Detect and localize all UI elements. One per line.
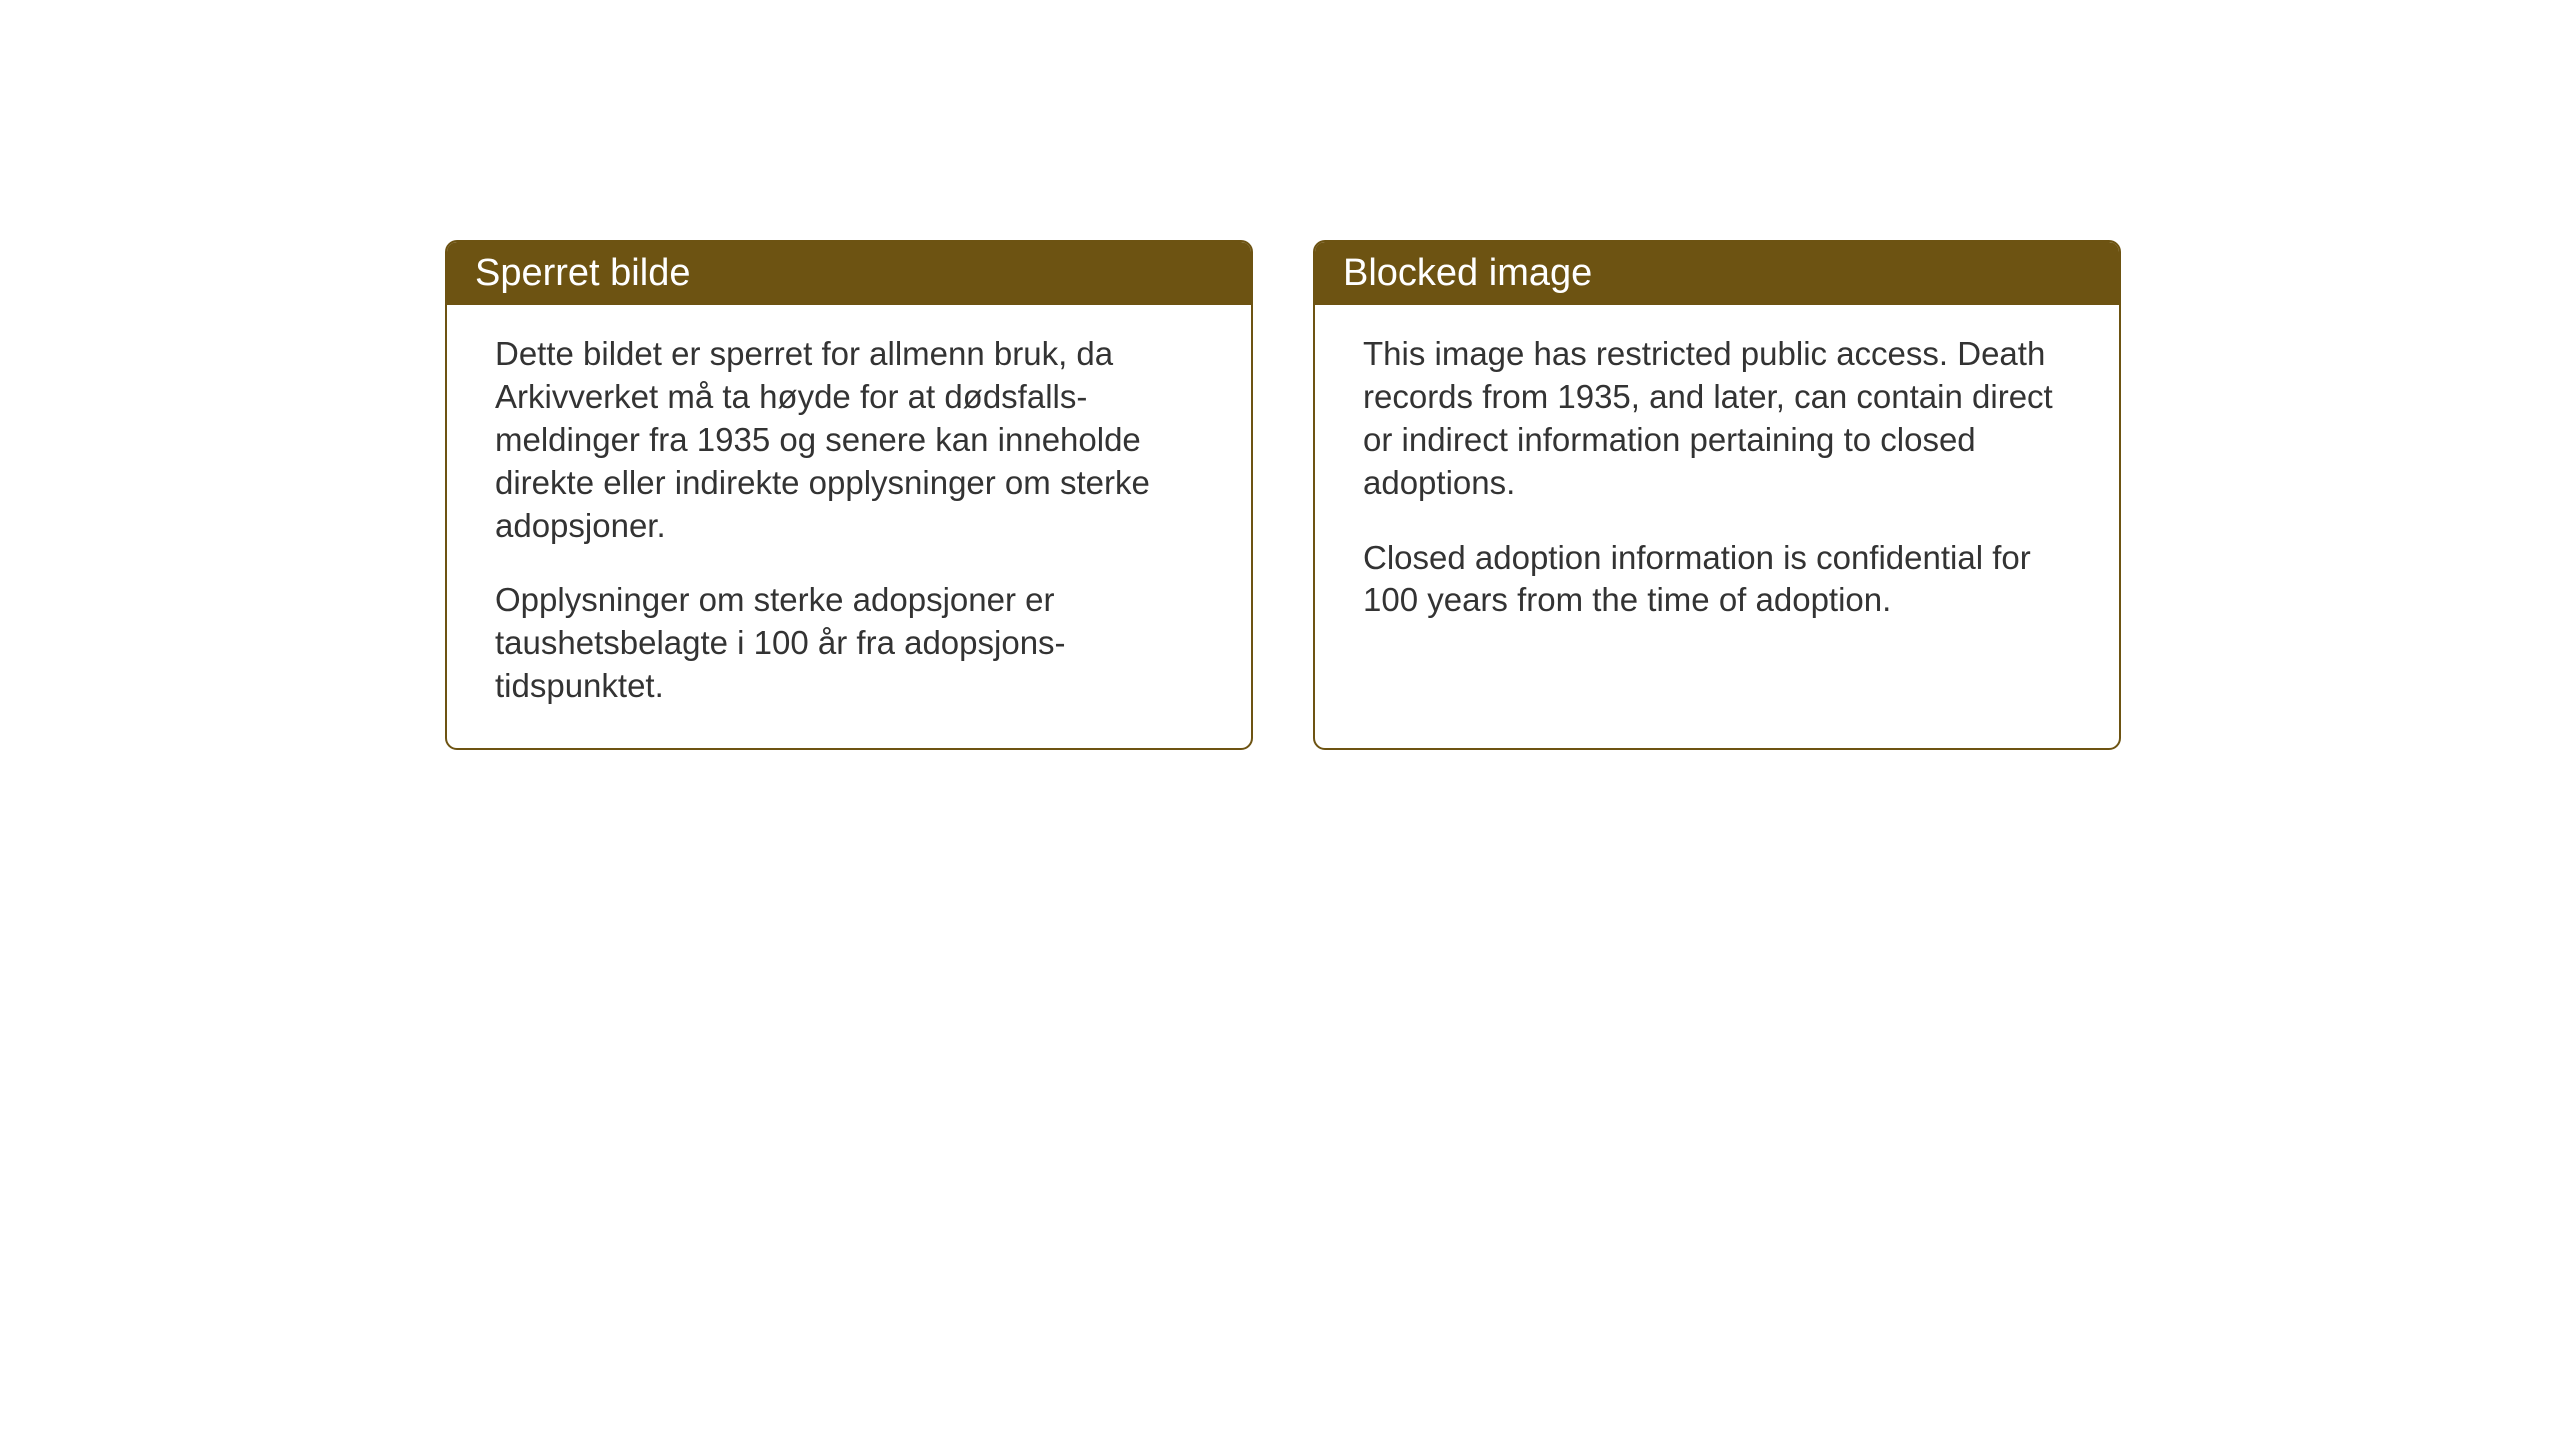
card-title-english: Blocked image xyxy=(1343,252,1592,294)
card-header-norwegian: Sperret bilde xyxy=(447,242,1251,305)
card-paragraph-english-2: Closed adoption information is confident… xyxy=(1363,537,2071,623)
notice-card-english: Blocked image This image has restricted … xyxy=(1313,240,2121,750)
card-title-norwegian: Sperret bilde xyxy=(475,252,690,294)
card-header-english: Blocked image xyxy=(1315,242,2119,305)
notice-card-norwegian: Sperret bilde Dette bildet er sperret fo… xyxy=(445,240,1253,750)
card-paragraph-norwegian-1: Dette bildet er sperret for allmenn bruk… xyxy=(495,333,1203,547)
card-body-norwegian: Dette bildet er sperret for allmenn bruk… xyxy=(447,305,1251,748)
card-paragraph-norwegian-2: Opplysninger om sterke adopsjoner er tau… xyxy=(495,579,1203,708)
card-body-english: This image has restricted public access.… xyxy=(1315,305,2119,662)
card-paragraph-english-1: This image has restricted public access.… xyxy=(1363,333,2071,505)
notice-container: Sperret bilde Dette bildet er sperret fo… xyxy=(445,240,2121,750)
